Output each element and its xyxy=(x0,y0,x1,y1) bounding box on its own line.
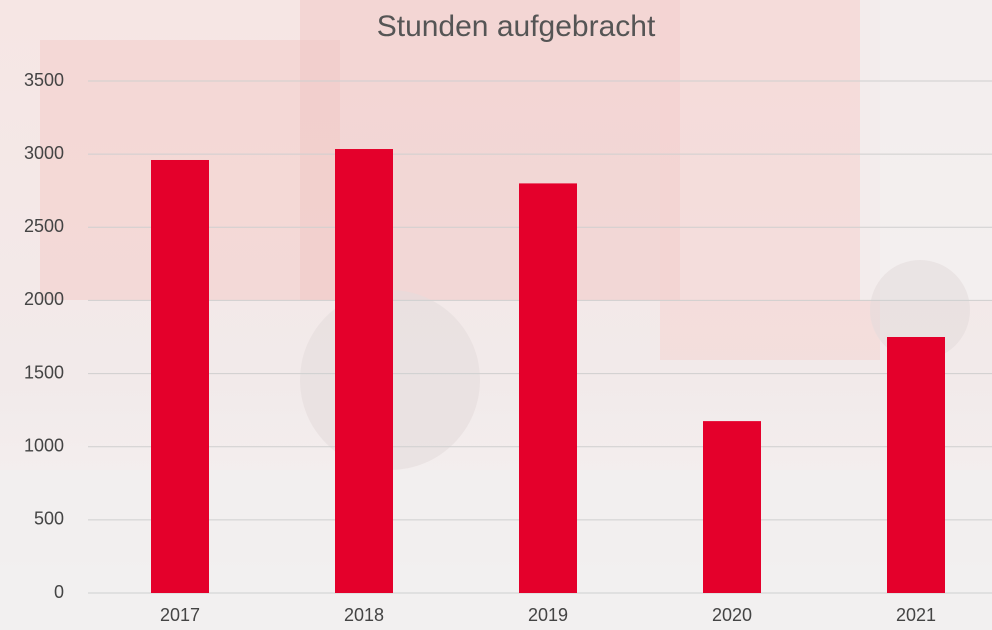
bar xyxy=(151,159,209,593)
bar xyxy=(887,337,945,593)
y-tick-label: 0 xyxy=(54,582,64,602)
y-tick-label: 3000 xyxy=(24,143,64,163)
y-tick-label: 500 xyxy=(34,509,64,529)
x-tick-label: 2021 xyxy=(896,605,936,625)
x-tick-label: 2020 xyxy=(712,605,752,625)
y-tick-label: 1000 xyxy=(24,435,64,455)
y-tick-label: 3500 xyxy=(24,70,64,90)
bar xyxy=(335,149,393,593)
y-tick-label: 1500 xyxy=(24,362,64,382)
x-tick-label: 2018 xyxy=(344,605,384,625)
bar xyxy=(519,183,577,593)
bar xyxy=(703,421,761,593)
x-tick-label: 2017 xyxy=(160,605,200,625)
chart-title: Stunden aufgebracht xyxy=(377,10,656,43)
x-tick-label: 2019 xyxy=(528,605,568,625)
y-tick-label: 2500 xyxy=(24,216,64,236)
y-tick-label: 2000 xyxy=(24,289,64,309)
